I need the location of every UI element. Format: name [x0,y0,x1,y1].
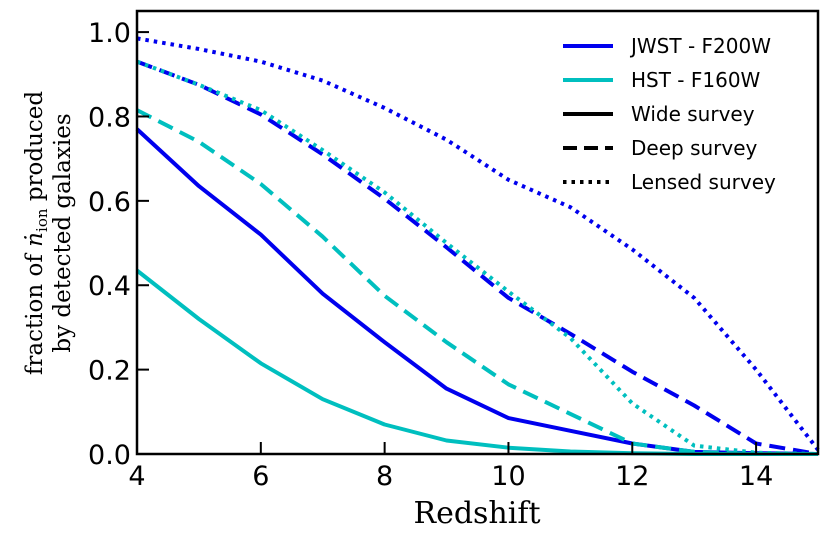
legend-label-3: Deep survey [631,136,758,160]
legend-label-0: JWST - F200W [629,34,771,58]
y-tick-label-4: 0.8 [88,102,131,133]
legend-label-2: Wide survey [631,102,755,126]
y-axis-label-line1: fraction of ṅion produced [22,91,51,376]
series-line-2 [136,36,820,452]
x-tick-label-4: 12 [615,461,649,492]
x-tick-label-2: 8 [376,461,393,492]
series-line-3 [135,268,818,456]
y-axis-label: fraction of ṅion produced by detected ga… [22,91,76,376]
y-tick-label-0: 0.0 [88,440,131,471]
x-tick-label-0: 4 [128,461,145,492]
tick-layer: 4 6 8 10 12 14 0.0 0.2 0.4 0.6 0.8 1.0 [88,18,773,492]
x-tick-label-5: 14 [739,461,773,492]
y-tick-label-3: 0.6 [88,187,131,218]
y-axis-label-line2: by detected galaxies [50,113,76,352]
y-tick-label-2: 0.4 [88,271,131,302]
x-tick-label-3: 10 [491,461,525,492]
series-line-5 [136,59,819,456]
plot-frame [135,9,820,456]
series-line-1 [136,59,819,456]
y-tick-label-5: 1.0 [88,18,131,49]
series-line-4 [136,108,818,456]
x-tick-label-1: 6 [252,461,269,492]
series-layer [135,36,820,456]
legend-label-4: Lensed survey [631,170,776,194]
legend-label-1: HST - F160W [631,68,761,92]
x-axis-label: Redshift [413,496,540,531]
y-tick-label-1: 0.2 [88,356,131,387]
legend: JWST - F200W HST - F160W Wide survey Deep s… [563,34,776,194]
